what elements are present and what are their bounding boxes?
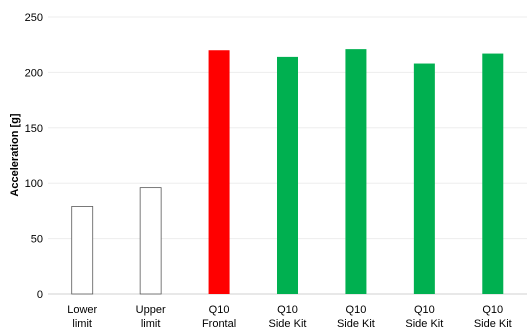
x-category-label: Side Kit [337, 318, 375, 330]
x-category-label: Q10 [277, 304, 298, 316]
x-category-label: limit [72, 318, 92, 330]
x-category-label: Side Kit [474, 318, 512, 330]
x-category-label: Side Kit [269, 318, 307, 330]
bar-4 [345, 49, 367, 294]
x-category-label: Lower [67, 304, 97, 316]
y-tick-label: 250 [25, 12, 43, 24]
bars [71, 49, 504, 295]
bar-3 [277, 56, 298, 294]
x-category-label: Q10 [414, 304, 435, 316]
bar-0 [71, 206, 94, 295]
x-category-label: Q10 [209, 304, 230, 316]
x-category-label: limit [141, 318, 161, 330]
y-tick-label: 0 [37, 289, 43, 301]
bar-1 [139, 187, 162, 295]
y-tick-label: 200 [25, 67, 43, 79]
bar-2 [208, 50, 230, 294]
x-category-label: Q10 [346, 304, 367, 316]
y-tick-label: 100 [25, 178, 43, 190]
y-tick-label: 150 [25, 123, 43, 135]
y-axis-ticks: 0 50 100 150 200 250 [25, 12, 43, 301]
x-axis-category-labels: Lower limit Upper limit Q10 Frontal Q10 Side Ki… [67, 304, 512, 330]
x-category-label: Frontal [202, 318, 236, 330]
x-category-label: Upper [136, 304, 166, 316]
bar-6 [482, 53, 504, 295]
y-tick-label: 50 [31, 234, 43, 246]
x-category-label: Q10 [482, 304, 503, 316]
bar-5 [413, 63, 435, 295]
x-category-label: Side Kit [405, 318, 443, 330]
y-axis-title: Acceleration [g] [9, 113, 21, 196]
